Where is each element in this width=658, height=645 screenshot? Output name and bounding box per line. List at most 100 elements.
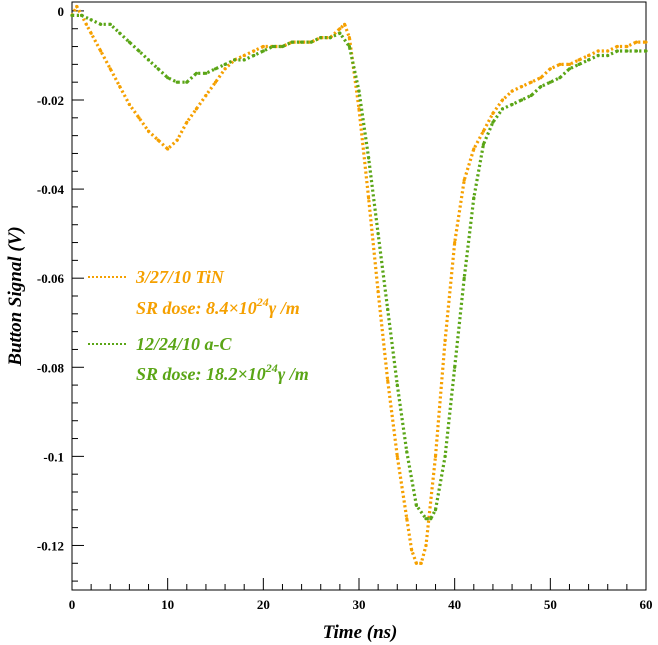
data-point (386, 307, 390, 311)
data-point (644, 40, 648, 44)
data-point (433, 454, 438, 458)
data-point (347, 36, 351, 40)
x-tick-label: 40 (448, 597, 461, 612)
data-point (175, 138, 179, 142)
data-point (223, 62, 227, 66)
data-point (462, 276, 466, 280)
data-point (343, 22, 347, 26)
data-point (500, 107, 505, 111)
x-tick-label: 20 (257, 597, 270, 612)
data-point (213, 67, 218, 71)
y-tick-label: -0.08 (37, 360, 65, 375)
data-point (233, 58, 237, 62)
series-2-trace (72, 13, 646, 521)
y-axis-title: Button Signal (V) (5, 226, 26, 366)
data-point (146, 58, 151, 62)
data-point (443, 454, 447, 458)
legend-dose-suffix-1: γ /m (269, 298, 300, 318)
data-point (261, 44, 265, 49)
data-point (70, 13, 74, 17)
data-point (223, 67, 227, 71)
data-point (309, 40, 313, 44)
data-point (510, 89, 514, 93)
data-point (185, 80, 189, 84)
data-point (587, 53, 591, 58)
data-point (242, 53, 246, 58)
data-point (338, 31, 342, 35)
legend-dose-exponent-2: 24 (265, 361, 278, 375)
x-axis-title: Time (ns) (323, 622, 398, 643)
x-tick-label: 10 (161, 597, 174, 612)
data-point (472, 196, 476, 200)
data-point (156, 138, 160, 142)
data-point (453, 240, 457, 245)
data-point (462, 178, 466, 182)
y-axis-ticks: 0 -0.02 -0.04 -0.06 -0.08 -0.1 -0.12 (37, 4, 84, 582)
data-point (567, 62, 572, 66)
data-point (577, 62, 581, 66)
data-point (213, 80, 218, 84)
data-point (290, 40, 294, 44)
data-point (75, 4, 79, 9)
data-point (271, 44, 275, 49)
data-point (529, 93, 533, 98)
data-point (194, 71, 198, 75)
data-point (137, 116, 141, 120)
data-point (520, 85, 524, 89)
data-point (625, 49, 629, 53)
data-point (424, 517, 428, 521)
data-point (395, 454, 399, 458)
data-point (625, 44, 629, 49)
data-point (500, 98, 505, 102)
data-point (261, 49, 265, 53)
legend-dose-prefix-1: SR dose: 8.4×10 (136, 298, 257, 318)
data-point (108, 67, 112, 71)
data-point (548, 67, 552, 71)
data-point (386, 379, 390, 383)
data-point (146, 129, 151, 133)
x-tick-label: 50 (544, 597, 557, 612)
series-2 (70, 13, 648, 521)
data-point (615, 44, 619, 49)
y-tick-label: -0.1 (43, 449, 64, 464)
data-point (137, 49, 141, 53)
data-point (319, 36, 323, 40)
data-point (587, 58, 591, 62)
data-point (520, 98, 524, 102)
data-point (405, 517, 409, 521)
data-point (99, 22, 103, 26)
legend-dose-exponent-1: 24 (256, 295, 269, 309)
data-point (606, 49, 610, 53)
data-point (127, 102, 131, 107)
y-tick-label: -0.06 (37, 271, 65, 286)
data-point (367, 156, 371, 160)
legend-label-series-1: 3/27/10 TiN (135, 267, 225, 287)
data-point (414, 561, 418, 565)
data-point (108, 22, 112, 26)
data-point (80, 13, 84, 17)
data-point (194, 107, 198, 111)
data-point (548, 80, 552, 84)
data-point (99, 49, 103, 53)
data-point (166, 76, 170, 80)
data-point (84, 22, 88, 26)
data-point (300, 40, 304, 44)
data-point (644, 49, 648, 53)
data-point (328, 36, 332, 40)
data-point (367, 196, 371, 200)
data-point (472, 147, 476, 151)
data-point (175, 80, 179, 84)
data-point (510, 102, 514, 107)
data-point (433, 508, 438, 512)
data-point (118, 85, 122, 89)
data-point (185, 120, 189, 124)
data-point (242, 58, 246, 62)
legend-dose-suffix-2: γ /m (278, 364, 309, 384)
data-point (491, 120, 495, 124)
data-point (491, 111, 495, 115)
data-point (347, 44, 351, 49)
data-point (414, 503, 418, 507)
x-tick-label: 0 (69, 597, 76, 612)
data-point (481, 142, 485, 147)
data-point (529, 80, 533, 84)
